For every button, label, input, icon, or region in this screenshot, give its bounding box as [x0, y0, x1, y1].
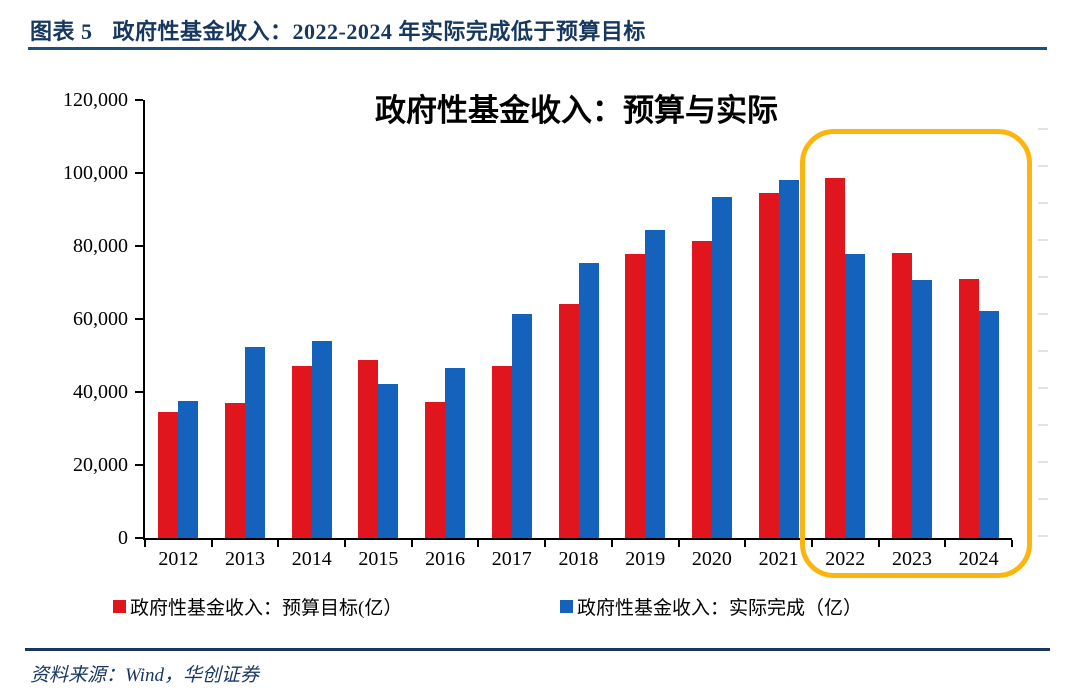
header-rule: [28, 47, 1047, 50]
right-minor-tick: [1038, 276, 1048, 278]
right-minor-tick: [1038, 535, 1048, 537]
bar-2018-budget: [558, 304, 579, 538]
bar-2017-budget: [491, 365, 512, 538]
bar-2023-actual: [911, 279, 932, 538]
right-minor-tick: [1038, 239, 1048, 241]
right-minor-tick: [1038, 424, 1048, 426]
x-axis-tick: [878, 540, 880, 547]
bar-2020-budget: [691, 240, 712, 538]
legend-label-actual: 政府性基金收入：实际完成（亿）: [577, 597, 863, 619]
y-axis-tick-label: 40,000: [73, 381, 128, 403]
x-axis-label: 2018: [558, 548, 599, 570]
x-axis-tick: [1011, 540, 1013, 547]
x-axis-tick: [744, 540, 746, 547]
bar-2016-budget: [425, 401, 446, 538]
x-axis-label: 2021: [758, 548, 799, 570]
x-axis-label: 2012: [158, 548, 199, 570]
x-axis-label: 2020: [691, 548, 732, 570]
plot-area: 0 20,000 40,000 60,000 80,000 100,000 120,000 2…: [63, 89, 1013, 570]
x-axis-label: 2013: [225, 548, 266, 570]
y-axis-tick: [135, 99, 143, 101]
x-axis-tick: [144, 540, 146, 547]
y-axis-tick: [135, 537, 143, 539]
figure-label: 图表 5: [30, 19, 93, 44]
highlight-box-2022-2024: [800, 129, 1032, 578]
y-axis-tick-label: 0: [118, 527, 128, 549]
legend-item-budget: 政府性基金收入：预算目标(亿）: [113, 592, 402, 620]
bar-2012-budget: [158, 411, 179, 538]
x-axis-tick: [678, 540, 680, 547]
bar-2018-actual: [578, 262, 599, 538]
right-minor-tick: [1038, 128, 1048, 130]
bar-2021-actual: [778, 180, 799, 538]
y-axis-tick-label: 120,000: [63, 89, 128, 111]
y-axis-tick-label: 20,000: [73, 454, 128, 476]
bar-2016-actual: [445, 367, 466, 538]
right-minor-tick: [1038, 165, 1048, 167]
bar-2012-actual: [178, 401, 199, 538]
bar-2024-budget: [958, 279, 979, 538]
y-axis-tick: [135, 464, 143, 466]
y-axis-tick: [135, 318, 143, 320]
x-axis-label: 2019: [625, 548, 666, 570]
legend-item-actual: 政府性基金收入：实际完成（亿）: [560, 592, 862, 620]
x-axis-label: 2023: [891, 548, 932, 570]
bar-2020-actual: [711, 196, 732, 538]
x-axis-label: 2015: [358, 548, 399, 570]
x-axis-tick: [411, 540, 413, 547]
bar-2019-actual: [645, 229, 666, 538]
x-axis-label: 2017: [491, 548, 532, 570]
bar-2013-budget: [225, 403, 246, 538]
bar-2014-budget: [291, 365, 312, 538]
right-minor-tick: [1038, 202, 1048, 204]
bar-2015-actual: [378, 383, 399, 538]
footer-rule: [25, 648, 1050, 651]
bar-2014-actual: [311, 340, 332, 538]
x-axis-label: 2014: [291, 548, 332, 570]
right-minor-tick: [1038, 313, 1048, 315]
figure-header: 图表 5 政府性基金收入：2022-2024 年实际完成低于预算目标: [30, 14, 646, 46]
legend: 政府性基金收入：预算目标(亿） 政府性基金收入：实际完成（亿）: [0, 592, 1080, 622]
legend-label-budget: 政府性基金收入：预算目标(亿）: [130, 597, 403, 619]
bar-2019-budget: [625, 254, 646, 538]
x-axis-label: 2022: [825, 548, 866, 570]
y-axis-tick-label: 100,000: [63, 162, 128, 184]
x-axis-tick: [344, 540, 346, 547]
x-axis-tick: [277, 540, 279, 547]
bar-2023-budget: [891, 252, 912, 538]
source-note: 资料来源：Wind，华创证券: [30, 665, 260, 686]
right-minor-tick: [1038, 461, 1048, 463]
bar-2024-actual: [978, 311, 999, 538]
y-axis-tick: [135, 391, 143, 393]
legend-marker-budget-icon: [113, 599, 126, 613]
bar-2022-budget: [825, 178, 846, 538]
x-axis-tick: [211, 540, 213, 547]
chart-title: 政府性基金收入：预算与实际: [375, 93, 778, 128]
right-minor-tick: [1038, 350, 1048, 352]
y-axis-tick: [135, 245, 143, 247]
bar-2017-actual: [511, 313, 532, 538]
x-axis-tick: [944, 540, 946, 547]
x-axis-tick: [477, 540, 479, 547]
x-axis-tick: [544, 540, 546, 547]
bar-2013-actual: [245, 347, 266, 538]
x-axis-label: 2016: [425, 548, 466, 570]
right-minor-tick: [1038, 387, 1048, 389]
x-axis-tick: [811, 540, 813, 547]
x-axis-label: 2024: [958, 548, 999, 570]
y-axis-tick-label: 60,000: [73, 308, 128, 330]
y-axis-tick: [135, 172, 143, 174]
figure-title: 政府性基金收入：2022-2024 年实际完成低于预算目标: [112, 19, 646, 44]
y-axis-tick-label: 80,000: [73, 235, 128, 257]
right-minor-tick: [1038, 498, 1048, 500]
bar-2015-budget: [358, 359, 379, 538]
bar-2021-budget: [758, 193, 779, 538]
legend-marker-actual-icon: [560, 599, 573, 613]
x-axis-tick: [611, 540, 613, 547]
bar-2022-actual: [845, 253, 866, 538]
